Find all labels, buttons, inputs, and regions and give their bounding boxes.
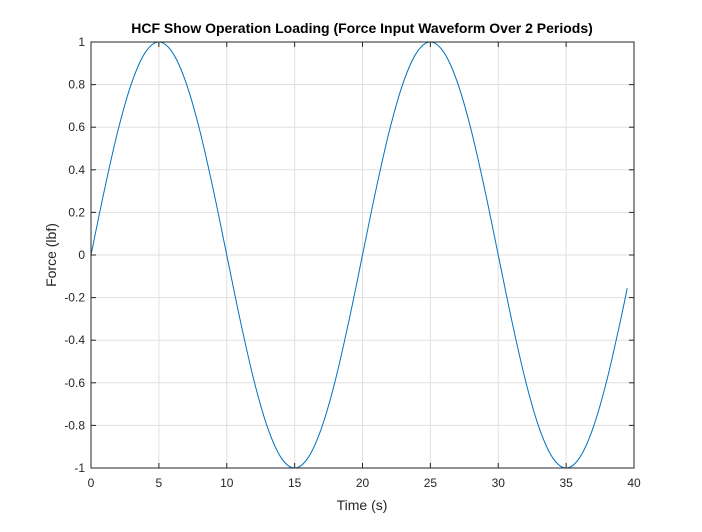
x-tick-label: 20: [356, 476, 370, 490]
y-tick-label: 0.4: [68, 163, 85, 177]
x-tick-label: 40: [627, 476, 641, 490]
x-tick-label: 5: [156, 476, 163, 490]
x-tick-label: 35: [559, 476, 573, 490]
x-tick-label: 25: [424, 476, 438, 490]
chart-title: HCF Show Operation Loading (Force Input …: [131, 20, 593, 36]
y-tick-label: -0.8: [64, 418, 85, 432]
series-line: [90, 41, 628, 469]
y-tick-label: 1: [78, 35, 85, 49]
y-tick-label: 0: [78, 248, 85, 262]
y-tick-label: -0.4: [64, 333, 85, 347]
y-tick-label: -0.2: [64, 291, 85, 305]
y-tick-label: 0.8: [68, 78, 85, 92]
y-tick-label: 0.6: [68, 120, 85, 134]
y-axis-label: Force (lbf): [43, 223, 59, 287]
y-tick-label: -1: [74, 461, 85, 475]
x-tick-label: 10: [220, 476, 234, 490]
ticks: [90, 41, 635, 469]
x-tick-label: 30: [492, 476, 506, 490]
x-tick-label: 15: [288, 476, 302, 490]
series-layer: [90, 41, 628, 469]
x-axis-label: Time (s): [337, 497, 388, 513]
y-tick-label: -0.6: [64, 376, 85, 390]
tick-labels: 0 5 10 15 20 25 30 35 40 -1 -0.8 -0.6 -0.4 -0.2 0 0.2 0.…: [64, 35, 641, 490]
y-tick-label: 0.2: [68, 205, 85, 219]
x-tick-label: 0: [88, 476, 95, 490]
